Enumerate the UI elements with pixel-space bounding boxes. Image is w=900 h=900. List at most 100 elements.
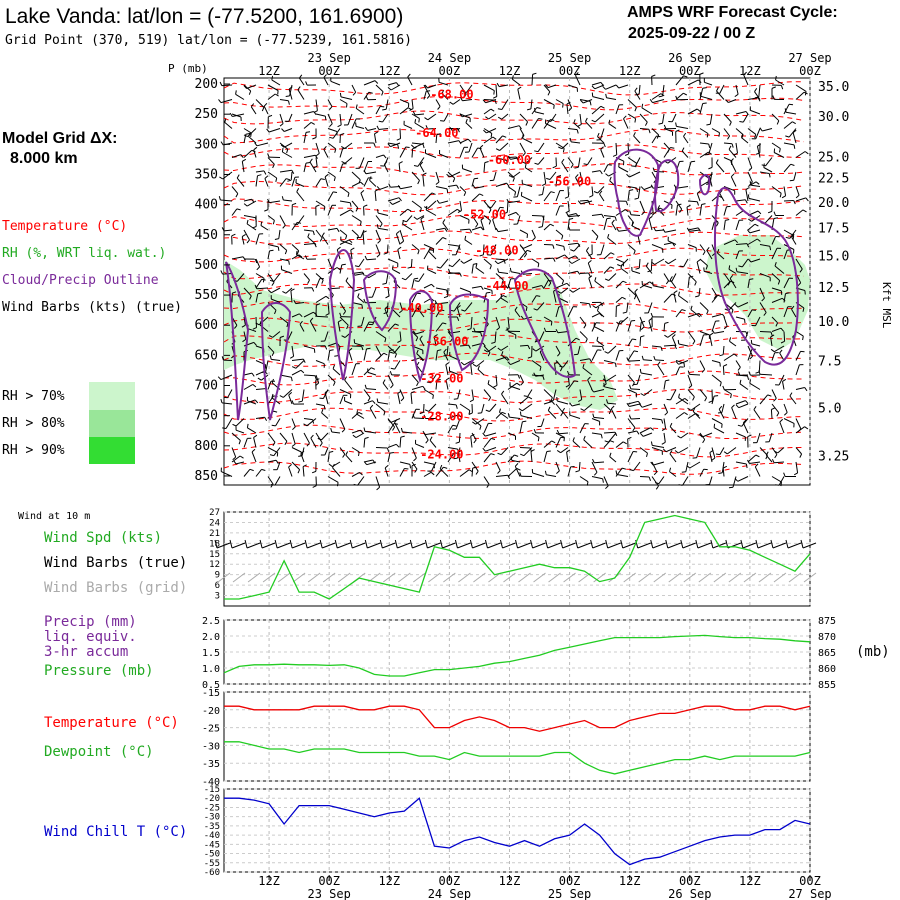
wind-barb xyxy=(742,113,749,123)
wind-barb-flag xyxy=(397,144,400,149)
wind-barb-flag xyxy=(441,89,445,94)
kft-tick-label: 10.0 xyxy=(818,315,849,330)
wind-barb-flag xyxy=(702,87,707,89)
wind-barb xyxy=(594,461,605,464)
wind-barb-flag xyxy=(468,344,471,349)
wind-barb xyxy=(288,466,293,477)
wind-barb xyxy=(747,454,757,463)
bottom-date-label: 26 Sep xyxy=(668,887,711,900)
wind-barb xyxy=(627,113,636,120)
wind-barb-flag xyxy=(568,260,573,264)
wind-barb-flag xyxy=(409,464,411,469)
wind-barb-flag xyxy=(749,355,753,360)
wind-barb xyxy=(291,222,298,231)
wind-barb xyxy=(735,111,747,115)
wind-barb xyxy=(459,147,465,158)
wind-barb-flag xyxy=(610,252,615,255)
wind-barb-flag xyxy=(616,227,620,232)
wind-barb-flag xyxy=(625,201,629,206)
wind-barb-flag xyxy=(588,275,593,279)
wind-barb xyxy=(677,447,689,454)
wind-barb-flag xyxy=(663,124,667,129)
wind-barb xyxy=(501,99,509,110)
wind-tick-label: 15 xyxy=(209,550,220,560)
wind-barb xyxy=(593,326,605,332)
wind-barb-flag xyxy=(447,329,451,334)
wind-barb xyxy=(583,99,593,104)
wind-barb xyxy=(709,476,713,485)
wind-barb xyxy=(411,385,423,390)
wind-barb-grid xyxy=(473,572,486,583)
wind-barb-flag xyxy=(482,432,486,437)
wind-barb-flag xyxy=(285,95,290,97)
wind-barb xyxy=(615,104,620,115)
wind-barb-flag xyxy=(586,481,589,486)
wind-barb xyxy=(267,93,276,100)
wind-barb-flag xyxy=(272,442,276,446)
wind-barb-flag xyxy=(396,138,401,141)
wind-barb-flag xyxy=(656,134,660,139)
wind-barb-flag xyxy=(321,232,325,237)
wind-chill-tick-label: -30 xyxy=(204,813,220,823)
wind-barb xyxy=(639,476,650,478)
wind-barb-flag xyxy=(361,346,364,351)
wind-barb-flag xyxy=(763,163,765,168)
pressure-tick-label: 600 xyxy=(195,318,218,333)
wind-barb-flag xyxy=(222,427,227,429)
wind-barb xyxy=(686,207,689,216)
wind-barb-flag xyxy=(360,181,364,186)
wind-barb-flag xyxy=(262,278,265,283)
wind-barb xyxy=(327,113,333,124)
wind-barb xyxy=(759,331,772,333)
wind-barb-flag xyxy=(804,426,809,430)
wind-barb-true-flag xyxy=(620,539,624,549)
wind-barb-flag xyxy=(592,413,595,418)
wind-barb-flag xyxy=(718,132,720,137)
wind-barb xyxy=(555,437,562,448)
wind-barb-flag xyxy=(279,123,284,127)
wind-barb-flag xyxy=(789,179,794,182)
cloud-outline xyxy=(260,302,292,421)
wind-barb xyxy=(687,389,695,398)
wind-barb-flag xyxy=(412,414,415,419)
wind-barb xyxy=(591,476,603,480)
wind-barb-flag xyxy=(543,327,547,332)
wind-barb xyxy=(253,149,257,158)
wind-barb xyxy=(592,96,605,100)
wind-barb-flag xyxy=(754,88,758,92)
wind-barb xyxy=(579,358,590,361)
wind-barb-flag xyxy=(575,213,579,218)
wind-barb-flag xyxy=(601,346,605,351)
wind-barb xyxy=(597,186,605,194)
wind-barb-flag xyxy=(323,405,326,410)
wind-barb-true xyxy=(487,542,501,549)
wind-barb-flag xyxy=(575,470,580,473)
wind-barb-flag xyxy=(675,122,677,127)
wind-barb-true xyxy=(442,542,456,549)
wind-barb-flag xyxy=(651,74,656,77)
wind-barb xyxy=(507,186,516,193)
wind-barb xyxy=(567,337,577,347)
wind-barb-flag xyxy=(574,255,579,259)
wind-barb-flag xyxy=(314,375,317,380)
wind-barb xyxy=(538,331,545,342)
wind-barb-flag xyxy=(479,144,484,149)
wind-barb xyxy=(555,229,564,236)
wind-barb xyxy=(291,369,302,376)
wind-barb xyxy=(647,302,653,314)
wind-barb xyxy=(315,157,318,167)
wind-barb-flag xyxy=(280,144,285,148)
wind-barb-flag xyxy=(291,170,295,175)
wind-barb-true-flag xyxy=(334,539,338,549)
wind-barb-flag xyxy=(779,148,781,153)
wind-barb-flag xyxy=(547,406,551,411)
wind-barb-flag xyxy=(577,270,581,275)
wind-barb xyxy=(723,113,732,123)
wind-barb xyxy=(377,401,389,405)
wind-barb-grid xyxy=(623,572,636,583)
wind-barb xyxy=(303,374,316,377)
wind-barb-flag xyxy=(487,380,490,385)
wind-barb xyxy=(231,256,244,260)
wind-barb xyxy=(747,349,753,361)
wind-barb-grid xyxy=(398,572,411,583)
